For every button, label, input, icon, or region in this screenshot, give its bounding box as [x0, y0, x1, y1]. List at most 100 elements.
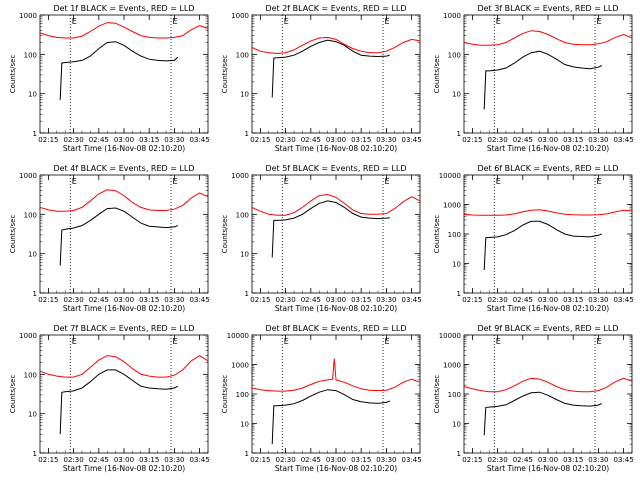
y-tick-label: 100 — [24, 371, 37, 379]
y-axis-label: Counts/sec — [221, 375, 229, 414]
chart-title: Det 4f BLACK = Events, RED = LLD — [53, 164, 194, 173]
chart-title: Det 9f BLACK = Events, RED = LLD — [477, 324, 618, 333]
y-tick-label: 1 — [457, 450, 461, 458]
y-tick-label: 10000 — [227, 332, 249, 340]
chart-title: Det 7f BLACK = Events, RED = LLD — [53, 324, 194, 333]
y-tick-label: 1 — [33, 290, 37, 298]
event-marker-label: E — [597, 17, 602, 26]
plot-frame — [463, 14, 633, 134]
y-tick-label: 1000 — [231, 172, 249, 180]
x-tick-label: 03:15 — [351, 456, 371, 464]
x-tick-label: 03:15 — [563, 456, 583, 464]
event-marker-label: E — [284, 17, 289, 26]
chart-panel-3: Det 3f BLACK = Events, RED = LLD 1 10 100 10… — [433, 4, 634, 153]
x-tick-label: 02:15 — [38, 136, 58, 144]
y-tick-label: 100 — [236, 211, 249, 219]
chart-panel-6: Det 6f BLACK = Events, RED = LLD 1 10 100 10… — [433, 164, 634, 313]
y-tick-label: 100 — [448, 51, 461, 59]
x-tick-label: 03:45 — [614, 456, 634, 464]
x-tick-label: 02:30 — [276, 456, 296, 464]
plot-frame — [251, 14, 421, 134]
x-tick-label: 03:45 — [402, 456, 422, 464]
y-axis-label: Counts/sec — [9, 215, 17, 254]
y-axis-label: Counts/sec — [9, 375, 17, 414]
x-axis-label: Start Time (16-Nov-08 02:10:20) — [63, 144, 185, 153]
x-axis-label: Start Time (16-Nov-08 02:10:20) — [275, 464, 397, 473]
chart-panel-8: Det 8f BLACK = Events, RED = LLD 1 10 100 10… — [221, 324, 422, 473]
event-marker-label: E — [173, 17, 178, 26]
x-tick-label: 02:15 — [38, 456, 58, 464]
x-tick-label: 03:15 — [563, 296, 583, 304]
x-tick-label: 02:30 — [64, 456, 84, 464]
chart-panel-1: Det 1f BLACK = Events, RED = LLD 1 10 100 10… — [9, 4, 210, 153]
x-tick-label: 02:45 — [89, 456, 109, 464]
x-tick-label: 02:45 — [89, 296, 109, 304]
x-tick-label: 03:00 — [326, 456, 346, 464]
y-tick-label: 1 — [245, 450, 249, 458]
x-tick-label: 02:15 — [462, 136, 482, 144]
event-marker-label: E — [385, 17, 390, 26]
x-tick-label: 02:45 — [513, 456, 533, 464]
event-marker-label: E — [284, 177, 289, 186]
chart-panel-9: Det 9f BLACK = Events, RED = LLD 1 10 100 10… — [433, 324, 634, 473]
event-marker-label: E — [72, 17, 77, 26]
x-tick-label: 03:00 — [538, 136, 558, 144]
y-tick-label: 1000 — [231, 12, 249, 20]
event-marker-label: E — [173, 177, 178, 186]
y-tick-label: 100 — [236, 391, 249, 399]
x-tick-label: 03:00 — [114, 456, 134, 464]
chart-panel-7: Det 7f BLACK = Events, RED = LLD 1 10 100 10… — [9, 324, 210, 473]
x-tick-label: 02:30 — [276, 296, 296, 304]
x-tick-label: 03:30 — [588, 136, 608, 144]
event-marker-label: E — [72, 177, 77, 186]
y-tick-label: 1000 — [443, 362, 461, 370]
x-tick-label: 03:15 — [351, 136, 371, 144]
series-line-lld — [463, 30, 633, 46]
y-axis-label: Counts/sec — [9, 55, 17, 94]
event-marker-label: E — [173, 337, 178, 346]
y-tick-label: 100 — [448, 231, 461, 239]
y-axis-label: Counts/sec — [433, 55, 441, 94]
plot-frame — [463, 174, 633, 294]
series-line-lld — [39, 355, 209, 378]
event-marker-label: E — [385, 337, 390, 346]
x-tick-label: 02:15 — [462, 296, 482, 304]
x-tick-label: 03:45 — [614, 296, 634, 304]
y-tick-label: 10000 — [439, 332, 461, 340]
y-tick-label: 10 — [240, 421, 249, 429]
series-line-lld — [251, 358, 421, 392]
y-tick-label: 10 — [240, 91, 249, 99]
x-tick-label: 02:15 — [38, 296, 58, 304]
series-line-lld — [251, 193, 421, 216]
chart-title: Det 2f BLACK = Events, RED = LLD — [265, 4, 406, 13]
event-marker-label: E — [496, 337, 501, 346]
x-tick-label: 03:00 — [326, 136, 346, 144]
x-axis-label: Start Time (16-Nov-08 02:10:20) — [275, 304, 397, 313]
x-tick-label: 03:00 — [538, 456, 558, 464]
x-tick-label: 03:30 — [164, 136, 184, 144]
x-tick-label: 02:30 — [64, 296, 84, 304]
y-axis-label: Counts/sec — [221, 215, 229, 254]
x-tick-label: 03:45 — [190, 136, 210, 144]
chart-panel-2: Det 2f BLACK = Events, RED = LLD 1 10 100 10… — [221, 4, 422, 153]
x-tick-label: 02:30 — [276, 136, 296, 144]
event-marker-label: E — [597, 337, 602, 346]
y-tick-label: 100 — [236, 51, 249, 59]
event-marker-label: E — [597, 177, 602, 186]
x-tick-label: 03:15 — [563, 136, 583, 144]
y-tick-label: 1 — [457, 290, 461, 298]
chart-panel-5: Det 5f BLACK = Events, RED = LLD 1 10 100 10… — [221, 164, 422, 313]
series-line-events — [271, 39, 390, 98]
x-tick-label: 02:45 — [301, 296, 321, 304]
x-tick-label: 02:30 — [488, 136, 508, 144]
x-axis-label: Start Time (16-Nov-08 02:10:20) — [275, 144, 397, 153]
y-tick-label: 100 — [24, 51, 37, 59]
y-tick-label: 10 — [452, 261, 461, 269]
y-tick-label: 1000 — [231, 362, 249, 370]
series-line-events — [483, 220, 602, 271]
x-tick-label: 03:30 — [376, 456, 396, 464]
x-tick-label: 03:45 — [190, 296, 210, 304]
series-line-events — [59, 41, 179, 100]
event-marker-label: E — [284, 337, 289, 346]
x-axis-label: Start Time (16-Nov-08 02:10:20) — [487, 144, 609, 153]
